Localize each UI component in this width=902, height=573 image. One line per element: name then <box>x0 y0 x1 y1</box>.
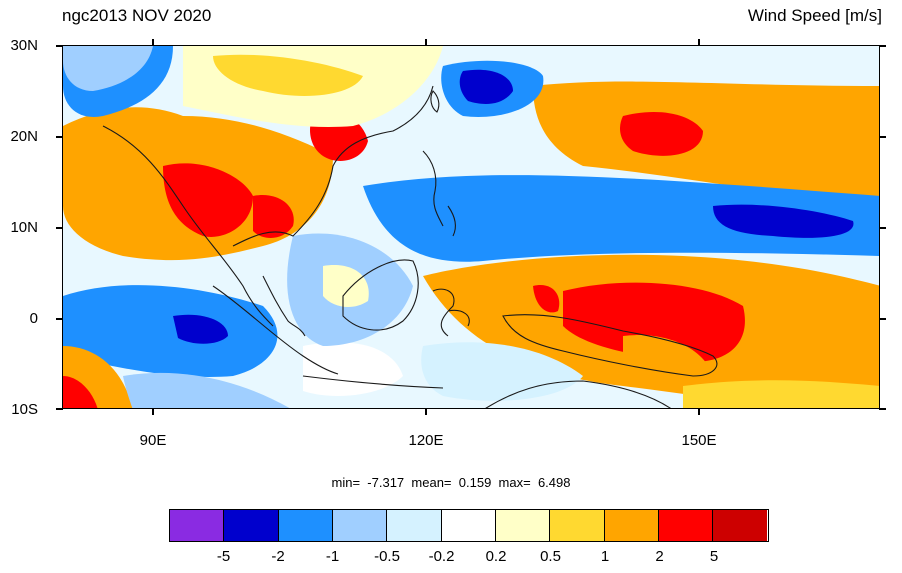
colorbar-box <box>550 510 605 541</box>
colorbar-box <box>278 510 333 541</box>
colorbar-label: -0.2 <box>428 548 455 565</box>
colorbar-label: 0.5 <box>540 548 561 565</box>
colorbar-label: 5 <box>709 548 719 565</box>
lon-label-90e: 90E <box>139 432 167 449</box>
colorbar-box <box>332 510 388 541</box>
stats-min-label: min= <box>331 475 361 490</box>
colorbar-label: -1 <box>325 548 340 565</box>
colorbar-box <box>658 510 714 541</box>
stats-mean-label: mean= <box>411 475 452 490</box>
stats-max-value: 6.498 <box>537 475 571 490</box>
stats-line: min= -7.317 mean= 0.159 max= 6.498 <box>0 475 902 490</box>
stats-max-label: max= <box>498 475 531 490</box>
colorbar <box>169 509 769 542</box>
colorbar-box <box>224 510 279 541</box>
colorbar-box <box>170 510 225 541</box>
lat-label-10s: 10S <box>11 401 38 418</box>
stats-mean-value: 0.159 <box>458 475 492 490</box>
colorbar-box <box>604 510 659 541</box>
colorbar-label: 0.2 <box>485 548 507 565</box>
colorbar-label: 1 <box>600 548 610 565</box>
stats-min-value: -7.317 <box>367 475 405 490</box>
lon-label-150e: 150E <box>681 432 717 449</box>
lat-label-10n: 10N <box>10 219 38 236</box>
lon-label-120e: 120E <box>408 432 444 449</box>
colorbar-box <box>387 510 442 541</box>
wind-speed-map <box>63 46 879 408</box>
colorbar-label: -2 <box>271 548 285 565</box>
colorbar-label: 2 <box>655 548 664 565</box>
lat-label-20n: 20N <box>10 128 38 145</box>
colorbar-box <box>495 510 551 541</box>
map-panel <box>62 45 880 409</box>
lat-label-30n: 30N <box>10 37 38 54</box>
lat-label-0: 0 <box>29 310 38 327</box>
map-title: ngc2013 NOV 2020 <box>62 6 212 25</box>
colorbar-label: -5 <box>216 548 231 565</box>
colorbar-box <box>713 510 768 541</box>
colorbar-label: -0.5 <box>374 548 400 565</box>
colorbar-box <box>441 510 496 541</box>
variable-title: Wind Speed [m/s] <box>747 6 882 25</box>
